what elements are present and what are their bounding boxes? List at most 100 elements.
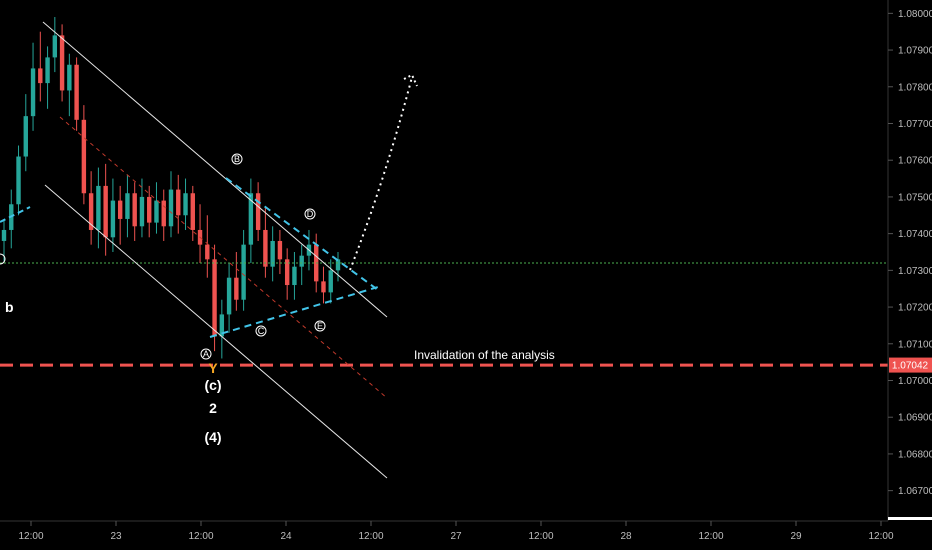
candle-body [176,189,181,216]
candle [132,182,137,241]
candle-body [132,193,137,227]
time-tick-label: 12:00 [528,531,553,542]
time-tick-label: 24 [280,531,292,542]
wave-label-2: 2 [209,400,217,416]
candle-body [270,240,275,267]
candle [147,185,152,238]
candlestick-series [1,17,341,359]
candle-body [1,229,7,241]
candle-body [88,193,94,230]
candle [38,31,43,102]
wave-label-c-paren: (c) [204,377,221,393]
candle-body [103,185,108,238]
candle-body [292,266,297,286]
price-tick-label: 1.07600 [898,156,932,167]
candle-body [52,35,58,58]
candle [328,259,333,304]
candle-body [154,200,159,223]
price-tick-label: 1.07800 [898,82,932,93]
svg-text:1.07042: 1.07042 [892,361,929,372]
candle [45,46,50,109]
candle [59,24,65,102]
candle [255,182,261,241]
price-tick-label: 1.07500 [898,192,932,203]
candle [67,53,72,117]
time-tick-label: 27 [450,531,462,542]
candle-body [219,314,225,337]
candle [321,266,326,304]
candle-body [190,193,195,230]
time-tick-label: 12:00 [358,531,383,542]
candle-body [74,64,79,120]
candle-body [328,270,333,293]
candle [30,42,36,131]
candle-body [299,255,304,267]
candle [139,178,145,238]
left-support-line [0,206,31,223]
candle [219,299,225,359]
price-tick-label: 1.08000 [898,9,932,20]
time-tick-label: 29 [790,531,802,542]
candle-body [234,277,239,300]
wave-marker-e: E [314,320,326,332]
candle-body [96,185,101,230]
candle [52,17,58,73]
candle-body [38,68,43,84]
invalidation-note: Invalidation of the analysis [414,348,555,362]
svg-text:E: E [317,321,323,331]
candle [168,171,174,238]
price-tick-label: 1.07000 [898,376,932,387]
candle-body [212,259,217,337]
time-tick-label: 12:00 [868,531,893,542]
price-tick-label: 1.07700 [898,119,932,130]
candle [16,145,21,216]
candle [74,57,79,131]
candle [299,244,304,286]
time-axis[interactable]: 12:00 23 12:00 24 12:00 27 12:00 28 12:00 29 12:00 [0,520,894,542]
channel-upper-line [42,21,388,318]
candle [96,167,101,249]
price-axis[interactable]: 1.08000 1.07900 1.07800 1.07700 1.07600 1.075… [887,0,932,521]
candle [277,229,283,275]
price-tick-label: 1.07400 [898,229,932,240]
candle-body [147,196,152,223]
price-tick-label: 1.07100 [898,339,932,350]
candle-body [81,119,87,194]
candle [335,251,341,282]
time-tick-label: 12:00 [188,531,213,542]
candle-body [183,193,188,216]
candle [263,207,268,278]
candle [248,178,254,264]
time-tick-label: 12:00 [18,531,43,542]
time-tick-label: 28 [620,531,632,542]
svg-text:D: D [307,209,314,219]
candle [117,185,123,245]
candle [212,244,217,352]
candle-body [59,35,65,91]
candle-body [335,259,341,271]
wave-marker-b: B [231,153,243,165]
candle-body [168,189,174,227]
candle-body [284,259,290,286]
candle-body [241,244,246,300]
invalidation-price-tag: 1.07042 [889,357,932,373]
candle [226,263,232,333]
candle [154,182,159,234]
candle-body [226,277,232,315]
triangle-upper-line [225,177,379,291]
wave-marker-c: C [255,325,267,337]
wave-label-y: Y [208,360,218,376]
projection-arrowhead [403,73,418,87]
candle-body [125,193,130,219]
candle-body [161,200,166,227]
candle [161,189,166,241]
price-axis-scroll-handle[interactable] [888,517,932,520]
channel-lower-line [44,184,388,479]
candle-body [321,281,326,293]
candle-body [30,68,36,117]
candle [176,174,181,234]
candle [125,174,130,238]
price-tick-label: 1.07200 [898,303,932,314]
